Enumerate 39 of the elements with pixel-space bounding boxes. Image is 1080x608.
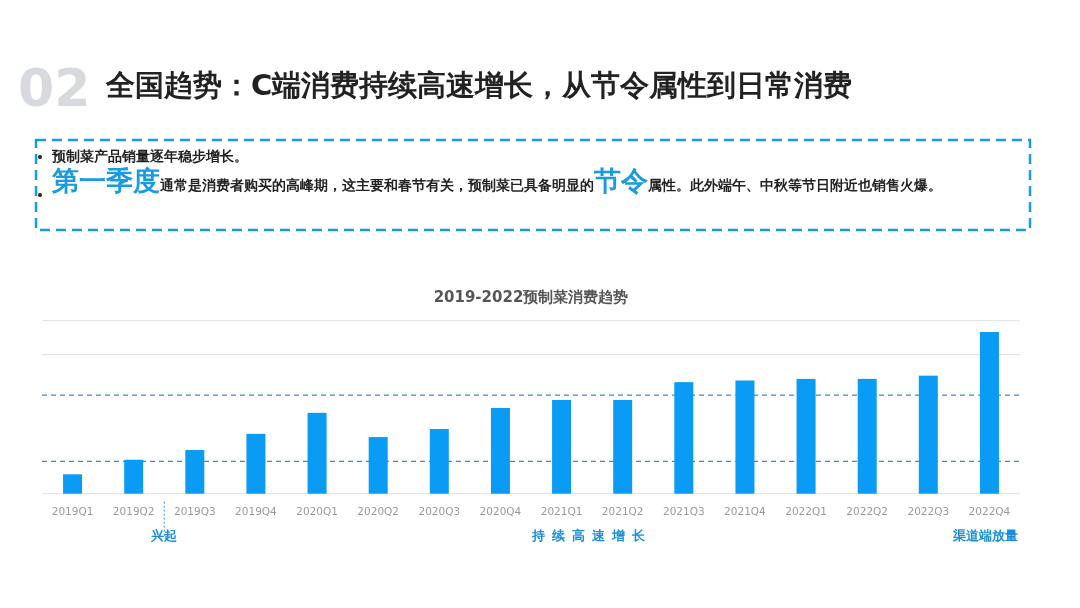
x-tick-label: 2020Q3 <box>418 504 461 517</box>
x-tick-label: 2019Q3 <box>173 504 216 517</box>
bar <box>552 399 572 494</box>
bar <box>368 437 388 494</box>
bar <box>307 412 327 494</box>
x-tick-label: 2020Q2 <box>357 504 400 517</box>
text: 兴起 <box>151 527 178 545</box>
x-tick-label: 2020Q4 <box>479 504 522 517</box>
x-tick-label: 2019Q2 <box>112 504 155 517</box>
x-tick-label: 2019Q1 <box>51 504 94 517</box>
bar <box>857 378 877 494</box>
chart-title: 2019-2022预制菜消费趋势 <box>433 288 629 306</box>
bar <box>796 378 816 494</box>
x-tick-label: 2019Q4 <box>235 504 278 517</box>
x-tick-label: 2021Q2 <box>601 504 644 517</box>
x-tick-label: 2022Q2 <box>846 504 889 517</box>
text: 渠道端放量 <box>953 527 1018 545</box>
bar <box>63 474 83 494</box>
x-tick-label: 2022Q3 <box>907 504 950 517</box>
text: 预制菜产品销量逐年稳步增长。 <box>50 148 248 166</box>
x-tick-label: 2022Q4 <box>968 504 1011 517</box>
bar <box>246 433 266 494</box>
bar <box>674 382 694 494</box>
bar <box>735 380 755 494</box>
x-tick-label: 2020Q1 <box>296 504 338 517</box>
x-tick-label: 2021Q4 <box>724 504 767 517</box>
text: 持续高速增长 <box>532 527 653 545</box>
x-tick-label: 2022Q1 <box>785 504 827 517</box>
bar <box>429 429 449 494</box>
text: 全国趋势：C端消费持续高速增长，从节令属性到日常消费 <box>106 67 853 104</box>
x-tick-label: 2021Q3 <box>662 504 705 517</box>
bar <box>185 450 205 494</box>
bar <box>979 332 999 494</box>
x-tick-label: 2021Q1 <box>540 504 583 517</box>
text: 第一季度通常是消费者购买的高峰期，这主要和春节有关，预制菜已具备明显的节令属性。此外端午、中秋等节日附近也销售火爆。 <box>51 165 942 198</box>
bar <box>490 408 510 494</box>
bar <box>613 399 633 494</box>
bar <box>918 375 938 494</box>
bar <box>124 459 144 494</box>
